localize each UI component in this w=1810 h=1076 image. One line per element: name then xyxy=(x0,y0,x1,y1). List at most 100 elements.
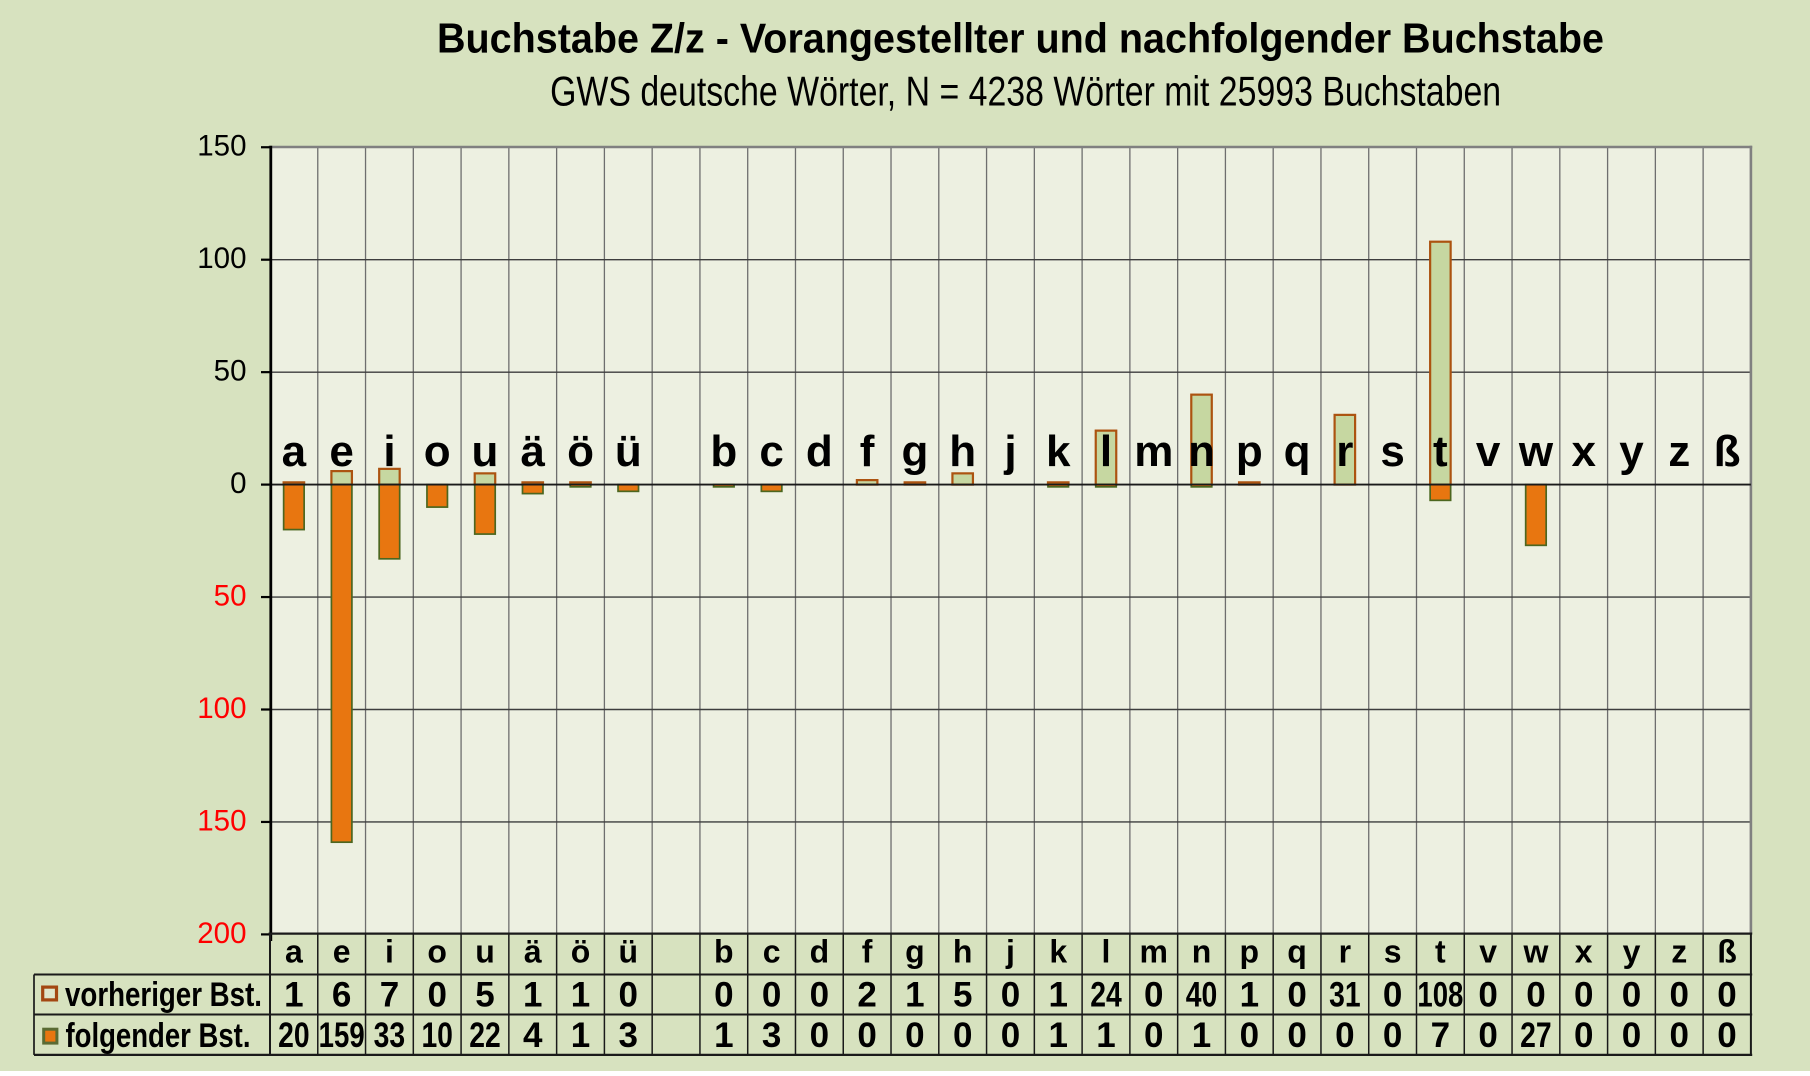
svg-text:c: c xyxy=(763,934,781,970)
svg-text:f: f xyxy=(860,427,875,476)
svg-text:1: 1 xyxy=(523,975,542,1014)
svg-text:p: p xyxy=(1240,934,1260,970)
svg-text:0: 0 xyxy=(762,975,781,1014)
svg-text:33: 33 xyxy=(374,1016,406,1055)
svg-text:ä: ä xyxy=(524,934,542,970)
svg-text:5: 5 xyxy=(953,975,972,1014)
svg-text:l: l xyxy=(1102,934,1111,970)
svg-text:r: r xyxy=(1339,934,1351,970)
svg-text:3: 3 xyxy=(762,1016,781,1055)
svg-text:0: 0 xyxy=(1478,1016,1497,1055)
svg-text:3: 3 xyxy=(619,1016,638,1055)
svg-text:0: 0 xyxy=(427,975,446,1014)
svg-text:0: 0 xyxy=(1001,975,1020,1014)
svg-text:k: k xyxy=(1046,427,1071,476)
svg-text:0: 0 xyxy=(857,1016,876,1055)
svg-text:l: l xyxy=(1100,427,1112,476)
svg-text:b: b xyxy=(714,934,734,970)
svg-text:0: 0 xyxy=(619,975,638,1014)
svg-text:10: 10 xyxy=(421,1016,453,1055)
svg-text:g: g xyxy=(905,934,925,970)
svg-text:159: 159 xyxy=(319,1016,365,1055)
svg-text:q: q xyxy=(1287,934,1307,970)
svg-text:o: o xyxy=(427,934,447,970)
svg-text:7: 7 xyxy=(380,975,399,1014)
svg-text:b: b xyxy=(710,427,737,476)
svg-text:40: 40 xyxy=(1186,975,1218,1014)
svg-text:0: 0 xyxy=(714,975,733,1014)
svg-text:1: 1 xyxy=(1048,975,1067,1014)
svg-text:0: 0 xyxy=(1622,1016,1641,1055)
svg-text:1: 1 xyxy=(905,975,924,1014)
svg-text:150: 150 xyxy=(197,804,246,837)
svg-text:ä: ä xyxy=(520,427,545,476)
svg-text:folgender Bst.: folgender Bst. xyxy=(66,1017,251,1055)
svg-text:0: 0 xyxy=(810,975,829,1014)
svg-text:y: y xyxy=(1623,934,1641,970)
svg-text:5: 5 xyxy=(475,975,494,1014)
svg-text:0: 0 xyxy=(1574,975,1593,1014)
svg-text:i: i xyxy=(385,934,394,970)
svg-text:x: x xyxy=(1571,427,1596,476)
svg-text:0: 0 xyxy=(1287,975,1306,1014)
svg-text:20: 20 xyxy=(278,1016,310,1055)
svg-text:v: v xyxy=(1479,934,1497,970)
svg-text:0: 0 xyxy=(905,1016,924,1055)
svg-text:200: 200 xyxy=(197,917,246,950)
svg-text:0: 0 xyxy=(810,1016,829,1055)
svg-text:2: 2 xyxy=(857,975,876,1014)
svg-text:1: 1 xyxy=(571,975,590,1014)
svg-text:vorheriger Bst.: vorheriger Bst. xyxy=(65,976,262,1014)
svg-text:e: e xyxy=(333,934,351,970)
svg-text:1: 1 xyxy=(571,1016,590,1055)
svg-text:0: 0 xyxy=(1526,975,1545,1014)
svg-text:4: 4 xyxy=(523,1016,543,1055)
svg-text:24: 24 xyxy=(1090,975,1122,1014)
svg-text:0: 0 xyxy=(1335,1016,1354,1055)
svg-text:r: r xyxy=(1336,427,1353,476)
svg-text:0: 0 xyxy=(1383,975,1402,1014)
svg-text:0: 0 xyxy=(953,1016,972,1055)
svg-text:u: u xyxy=(475,934,495,970)
svg-text:v: v xyxy=(1476,427,1501,476)
svg-text:a: a xyxy=(285,934,303,970)
svg-text:0: 0 xyxy=(1287,1016,1306,1055)
svg-text:a: a xyxy=(282,427,307,476)
svg-text:1: 1 xyxy=(714,1016,733,1055)
svg-text:g: g xyxy=(901,427,928,476)
svg-text:q: q xyxy=(1284,427,1311,476)
svg-text:0: 0 xyxy=(1144,1016,1163,1055)
svg-text:ü: ü xyxy=(619,934,639,970)
svg-text:x: x xyxy=(1575,934,1593,970)
svg-text:ö: ö xyxy=(571,934,591,970)
svg-text:0: 0 xyxy=(1478,975,1497,1014)
svg-text:ß: ß xyxy=(1717,934,1737,970)
svg-text:22: 22 xyxy=(469,1016,501,1055)
svg-text:o: o xyxy=(424,427,451,476)
svg-text:1: 1 xyxy=(1240,975,1259,1014)
svg-text:d: d xyxy=(806,427,833,476)
svg-text:0: 0 xyxy=(1240,1016,1259,1055)
svg-text:50: 50 xyxy=(214,579,247,612)
svg-text:p: p xyxy=(1236,427,1263,476)
svg-text:GWS deutsche Wörter, N = 4238: GWS deutsche Wörter, N = 4238 Wörter mit… xyxy=(550,68,1501,115)
svg-text:n: n xyxy=(1192,934,1212,970)
svg-text:7: 7 xyxy=(1431,1016,1450,1055)
svg-text:0: 0 xyxy=(1670,1016,1689,1055)
svg-text:d: d xyxy=(810,934,830,970)
svg-text:ü: ü xyxy=(615,427,642,476)
svg-text:31: 31 xyxy=(1329,975,1361,1014)
svg-text:s: s xyxy=(1380,427,1404,476)
svg-text:0: 0 xyxy=(1001,1016,1020,1055)
svg-text:0: 0 xyxy=(1383,1016,1402,1055)
svg-text:j: j xyxy=(1005,934,1015,970)
svg-text:0: 0 xyxy=(1717,975,1736,1014)
svg-text:i: i xyxy=(383,427,395,476)
svg-text:e: e xyxy=(329,427,353,476)
svg-text:c: c xyxy=(759,427,783,476)
svg-text:n: n xyxy=(1188,427,1215,476)
svg-text:0: 0 xyxy=(1670,975,1689,1014)
svg-text:z: z xyxy=(1671,934,1687,970)
svg-text:50: 50 xyxy=(214,355,247,388)
svg-text:0: 0 xyxy=(230,467,246,500)
